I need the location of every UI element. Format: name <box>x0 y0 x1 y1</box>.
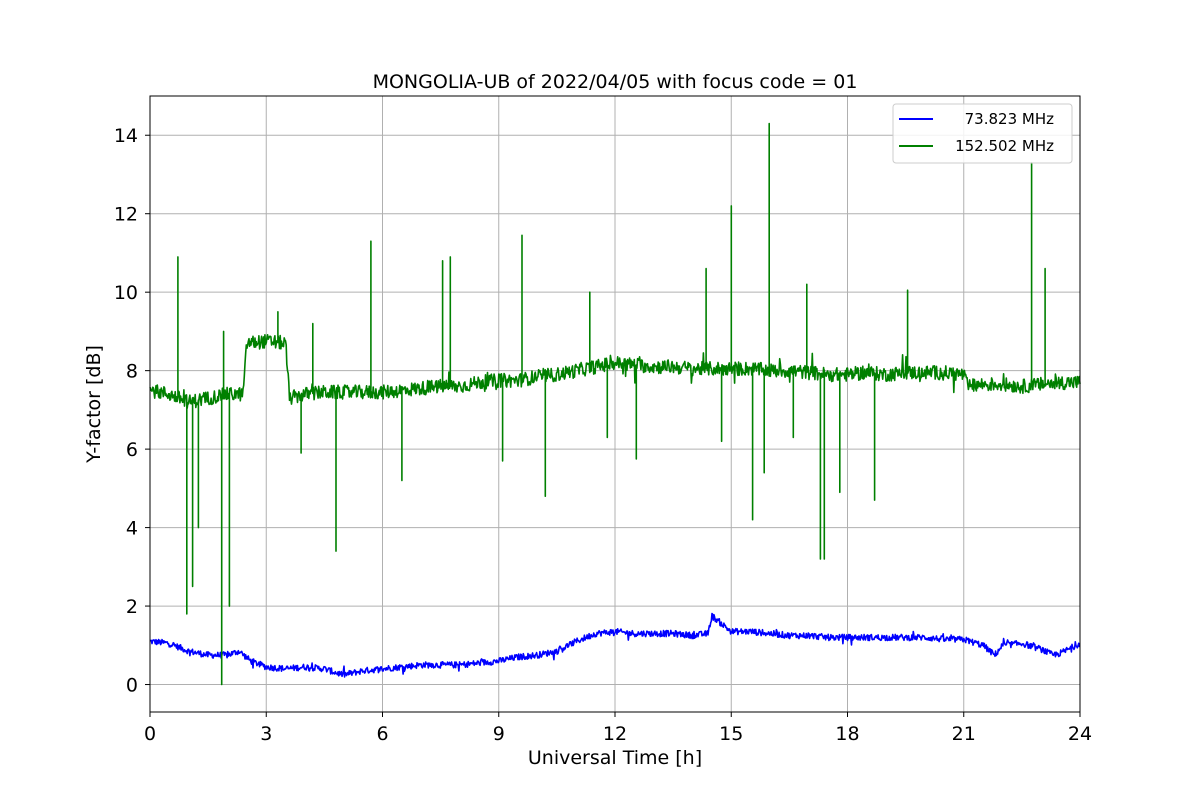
x-tick-label: 3 <box>260 723 272 745</box>
legend: 73.823 MHz 152.502 MHz <box>892 103 1073 164</box>
x-axis-label: Universal Time [h] <box>528 747 702 769</box>
x-tick-label: 0 <box>144 723 156 745</box>
series-line-73mhz <box>149 612 1081 678</box>
y-tick-label: 8 <box>126 361 138 383</box>
x-tick-label: 15 <box>719 723 743 745</box>
x-tick-label: 21 <box>952 723 976 745</box>
legend-box <box>892 103 1073 164</box>
chart-title: MONGOLIA-UB of 2022/04/05 with focus cod… <box>373 71 858 93</box>
y-tick-label: 0 <box>126 675 138 697</box>
x-tick-label: 9 <box>493 723 505 745</box>
x-tick-label: 12 <box>603 723 627 745</box>
legend-label-152mhz: 152.502 MHz <box>955 137 1054 155</box>
series-line-152mhz <box>149 122 1081 686</box>
x-tick-label: 24 <box>1068 723 1092 745</box>
grid <box>149 96 1081 712</box>
y-tick-label: 4 <box>126 518 138 540</box>
y-tick-label: 2 <box>126 596 138 618</box>
x-tick-label: 6 <box>376 723 388 745</box>
y-tick-label: 10 <box>114 282 138 304</box>
series-layer <box>149 122 1081 686</box>
y-tick-label: 6 <box>126 439 138 461</box>
x-tick-label: 18 <box>835 723 859 745</box>
legend-label-73mhz: 73.823 MHz <box>965 110 1054 128</box>
y-axis-label: Y-factor [dB] <box>83 345 105 464</box>
y-tick-label: 12 <box>114 204 138 226</box>
y-tick-label: 14 <box>114 125 138 147</box>
